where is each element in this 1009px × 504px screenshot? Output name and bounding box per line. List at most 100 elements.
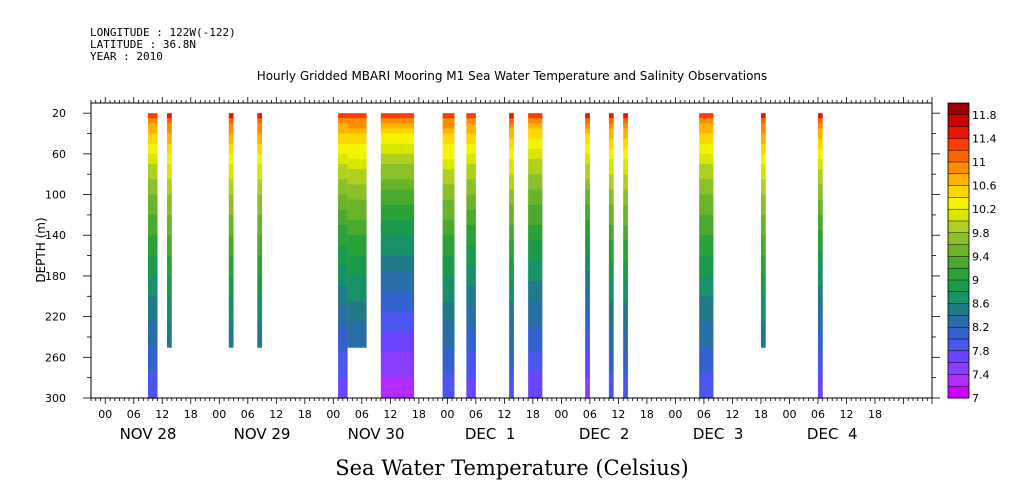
colorbar-swatch [948,303,969,316]
colorbar-frame [947,102,970,399]
temperature-cell [760,204,766,211]
temperature-cell [338,169,348,175]
temperature-cell [338,123,348,130]
temperature-cell [257,128,263,135]
temperature-cell [528,158,543,165]
temperature-cell [338,281,348,287]
temperature-cell [257,143,263,150]
temperature-cell [817,275,823,282]
temperature-cell [347,291,367,297]
temperature-cell [442,367,455,374]
temperature-cell [623,123,628,130]
temperature-cell [466,194,476,201]
temperature-cell [338,214,348,221]
temperature-cell [699,352,714,358]
temperature-cell [623,306,628,313]
temperature-cell [760,275,766,282]
temperature-cell [608,270,614,277]
temperature-cell [228,301,234,308]
temperature-cell [623,296,628,302]
temperature-cell [228,164,234,170]
temperature-cell [509,260,514,267]
temperature-cell [466,123,476,130]
temperature-cell [760,301,766,308]
temperature-cell [528,372,543,379]
temperature-cell [528,275,543,282]
temperature-cell [466,169,476,175]
temperature-cell [466,291,476,297]
temperature-cell [585,118,590,124]
temperature-cell [442,133,455,140]
temperature-cell [623,118,628,124]
temperature-cell [380,138,415,145]
y-tick-label: 20 [52,107,66,120]
temperature-cell [509,138,514,145]
temperature-cell [167,138,172,145]
temperature-cell [608,240,614,247]
temperature-cell [817,189,823,196]
temperature-cell [817,331,823,338]
temperature-cell [380,189,415,196]
temperature-cell [509,326,514,333]
temperature-cell [585,367,590,374]
temperature-cell [228,270,234,277]
temperature-cell [509,214,514,221]
temperature-cell [585,347,590,353]
temperature-cell [338,189,348,196]
temperature-cell [338,219,348,226]
temperature-cell [623,113,628,119]
temperature-cell [338,331,348,338]
temperature-cell [760,291,766,297]
temperature-cell [228,230,234,236]
temperature-cell [623,133,628,140]
temperature-cell [466,143,476,150]
temperature-cell [228,194,234,201]
data-columns [148,113,823,399]
temperature-cell [760,133,766,140]
temperature-cell [257,321,263,328]
temperature-cell [442,214,455,221]
temperature-cell [760,184,766,191]
temperature-cell [338,382,348,389]
temperature-cell [623,336,628,343]
data-column-13 [608,113,614,399]
temperature-cell [148,225,158,231]
temperature-cell [585,291,590,297]
temperature-cell [585,392,590,399]
temperature-cell [167,270,172,277]
temperature-cell [442,265,455,272]
temperature-cell [442,286,455,292]
temperature-cell [167,265,172,272]
temperature-cell [585,296,590,302]
temperature-cell [608,326,614,333]
temperature-cell [257,148,263,155]
temperature-cell [585,331,590,338]
data-column-5 [338,113,348,399]
temperature-cell [623,214,628,221]
temperature-cell [509,281,514,287]
temperature-cell [442,194,455,201]
temperature-cell [817,184,823,191]
temperature-cell [338,321,348,328]
temperature-cell [148,158,158,165]
temperature-cell [442,331,455,338]
temperature-cell [528,270,543,277]
temperature-cell [442,209,455,216]
temperature-cell [760,281,766,287]
temperature-cell [817,260,823,267]
temperature-cell [509,219,514,226]
temperature-cell [380,204,415,211]
temperature-cell [257,113,263,119]
temperature-cell [347,209,367,216]
x-tick-label: 18 [868,408,882,421]
temperature-cell [528,138,543,145]
temperature-cell [817,138,823,145]
temperature-cell [442,372,455,379]
temperature-cell [623,286,628,292]
temperature-cell [442,311,455,318]
temperature-cell [509,158,514,165]
colorbar-label: 7 [972,392,979,405]
temperature-cell [699,387,714,394]
temperature-cell [817,347,823,353]
